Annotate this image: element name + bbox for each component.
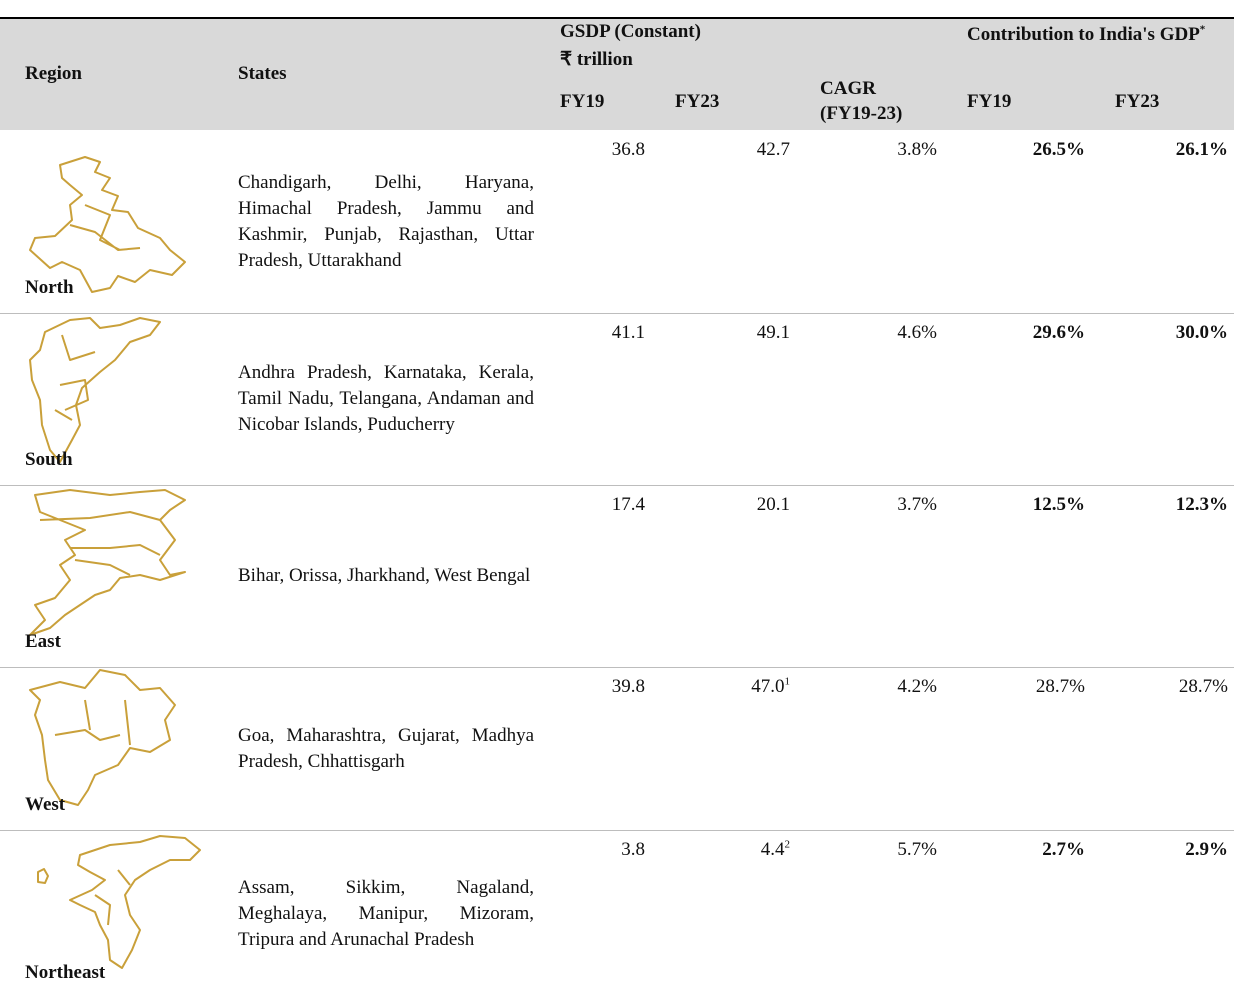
contribution-fy23: 12.3% bbox=[1175, 494, 1228, 515]
contribution-fy23: 2.9% bbox=[1185, 839, 1228, 860]
cagr: 4.6% bbox=[897, 322, 937, 343]
gsdp-fy23-value: 20.1 bbox=[756, 494, 790, 515]
gsdp-fy23: 20.1 bbox=[690, 494, 790, 516]
sikkim-map bbox=[37, 868, 49, 884]
gsdp-fy23-value: 47.0 bbox=[751, 676, 785, 697]
row-separator bbox=[0, 485, 1234, 486]
east-map bbox=[29, 489, 186, 636]
states: Assam, Sikkim, Nagaland, Meghalaya, Mani… bbox=[238, 830, 534, 998]
footnote-mark: * bbox=[1199, 23, 1206, 36]
states-text: Bihar, Orissa, Jharkhand, West Bengal bbox=[238, 565, 531, 586]
gsdp-fy19: 41.1 bbox=[611, 322, 645, 343]
region: West bbox=[25, 794, 66, 815]
gsdp-fy19: 3.8 bbox=[621, 839, 645, 860]
header-contribution-text: Contribution to India's GDP bbox=[967, 24, 1200, 45]
gsdp-fy23: 42.7 bbox=[690, 139, 790, 161]
row-separator bbox=[0, 830, 1234, 831]
contribution-fy19: 29.6% bbox=[1032, 322, 1085, 343]
states: Bihar, Orissa, Jharkhand, West Bengal bbox=[238, 485, 534, 667]
region: North bbox=[25, 277, 74, 298]
contribution-fy23: 30.0% bbox=[1175, 322, 1228, 343]
row-separator bbox=[0, 667, 1234, 668]
header-region: Region bbox=[25, 63, 82, 84]
contribution-fy19: 26.5% bbox=[1032, 139, 1085, 160]
header-contribution-fy23: FY23 bbox=[1115, 91, 1160, 112]
cagr: 3.8% bbox=[897, 139, 937, 160]
header-gsdp-fy19: FY19 bbox=[560, 91, 605, 112]
states: Andhra Pradesh, Karnataka, Kerala, Tamil… bbox=[238, 313, 534, 485]
header-gsdp-fy23: FY23 bbox=[675, 91, 720, 112]
contribution-fy23: 26.1% bbox=[1175, 139, 1228, 160]
header-cagr-period: (FY19-23) bbox=[820, 103, 903, 124]
states-text: Goa, Maharashtra, Gujarat, Madhya Prades… bbox=[238, 724, 534, 772]
footnote-mark: 2 bbox=[784, 838, 791, 851]
header-contribution-fy19: FY19 bbox=[967, 91, 1012, 112]
states-text: Assam, Sikkim, Nagaland, Meghalaya, Mani… bbox=[238, 877, 534, 950]
contribution-fy19: 28.7% bbox=[1035, 676, 1085, 697]
cagr: 5.7% bbox=[897, 839, 937, 860]
header-cagr: CAGR bbox=[820, 78, 876, 99]
region: Northeast bbox=[25, 962, 106, 983]
row-separator bbox=[0, 313, 1234, 314]
header-contribution: Contribution to India's GDP* bbox=[967, 21, 1229, 48]
states-text: Andhra Pradesh, Karnataka, Kerala, Tamil… bbox=[238, 362, 534, 435]
cagr: 3.7% bbox=[897, 494, 937, 515]
gsdp-fy19: 39.8 bbox=[611, 676, 645, 697]
gsdp-fy23-value: 42.7 bbox=[756, 139, 790, 160]
header-band bbox=[0, 17, 1234, 130]
footnote-mark: 1 bbox=[784, 675, 791, 688]
gsdp-fy23: 4.42 bbox=[690, 839, 790, 861]
header-states: States bbox=[238, 63, 287, 84]
gsdp-fy19: 36.8 bbox=[611, 139, 645, 160]
cagr: 4.2% bbox=[897, 676, 937, 697]
gsdp-fy23-value: 4.4 bbox=[760, 839, 785, 860]
header-gsdp: GSDP (Constant) bbox=[560, 21, 701, 42]
header-gsdp-unit: ₹ trillion bbox=[560, 49, 633, 70]
south-map bbox=[29, 317, 161, 463]
west-map bbox=[29, 669, 176, 806]
north-map bbox=[29, 156, 186, 293]
northeast-map bbox=[69, 835, 201, 969]
region: East bbox=[25, 631, 61, 652]
states: Chandigarh, Delhi, Haryana, Himachal Pra… bbox=[238, 130, 534, 313]
states-text: Chandigarh, Delhi, Haryana, Himachal Pra… bbox=[238, 171, 534, 271]
contribution-fy19: 12.5% bbox=[1032, 494, 1085, 515]
gsdp-fy23-value: 49.1 bbox=[756, 322, 790, 343]
states: Goa, Maharashtra, Gujarat, Madhya Prades… bbox=[238, 667, 534, 830]
gsdp-fy19: 17.4 bbox=[611, 494, 645, 515]
contribution-fy23: 28.7% bbox=[1178, 676, 1228, 697]
gsdp-fy23: 47.01 bbox=[690, 676, 790, 698]
region: South bbox=[25, 449, 73, 470]
gsdp-fy23: 49.1 bbox=[690, 322, 790, 344]
contribution-fy19: 2.7% bbox=[1042, 839, 1085, 860]
